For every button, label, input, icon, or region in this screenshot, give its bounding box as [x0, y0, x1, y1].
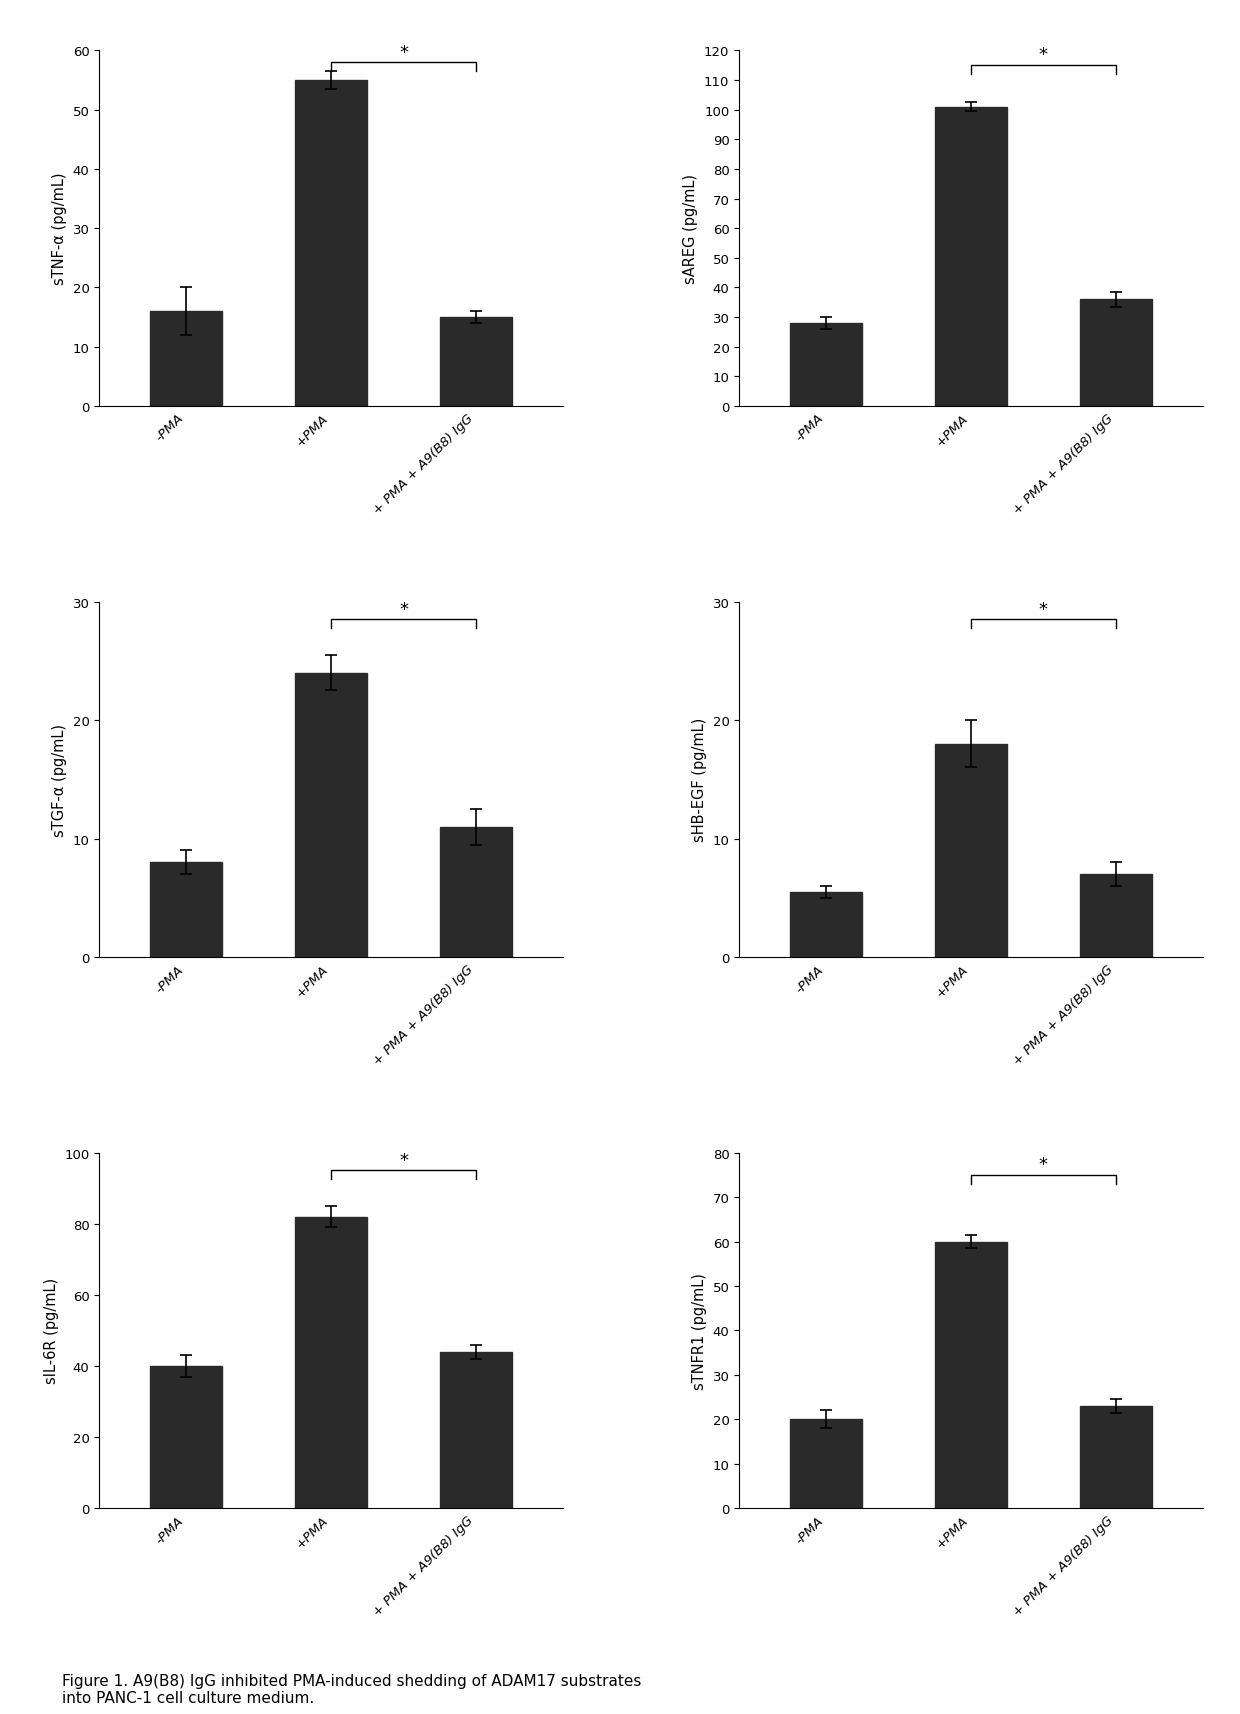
Text: Figure 1. A9(B8) IgG inhibited PMA-induced shedding of ADAM17 substrates
into PA: Figure 1. A9(B8) IgG inhibited PMA-induc… [62, 1673, 641, 1705]
Bar [1080, 1405, 1152, 1508]
Text: *: * [399, 600, 408, 619]
Bar [790, 1419, 862, 1508]
Bar [935, 1243, 1007, 1508]
Bar [150, 312, 222, 406]
Bar [790, 324, 862, 406]
Bar [440, 317, 512, 406]
Text: *: * [1039, 1155, 1048, 1174]
Y-axis label: sTGF-α (pg/mL): sTGF-α (pg/mL) [52, 723, 67, 836]
Text: *: * [399, 1152, 408, 1169]
Bar [1080, 874, 1152, 958]
Bar [935, 744, 1007, 958]
Bar [440, 828, 512, 958]
Y-axis label: sTNFR1 (pg/mL): sTNFR1 (pg/mL) [692, 1272, 707, 1388]
Bar [295, 674, 367, 958]
Bar [935, 108, 1007, 406]
Text: *: * [1039, 600, 1048, 619]
Bar [295, 81, 367, 406]
Y-axis label: sHB-EGF (pg/mL): sHB-EGF (pg/mL) [692, 718, 707, 842]
Bar [295, 1217, 367, 1508]
Y-axis label: sIL-6R (pg/mL): sIL-6R (pg/mL) [43, 1277, 58, 1383]
Text: *: * [1039, 46, 1048, 65]
Bar [790, 893, 862, 958]
Y-axis label: sTNF-α (pg/mL): sTNF-α (pg/mL) [52, 173, 67, 285]
Y-axis label: sAREG (pg/mL): sAREG (pg/mL) [683, 175, 698, 285]
Bar [1080, 300, 1152, 406]
Text: *: * [399, 43, 408, 62]
Bar [150, 1366, 222, 1508]
Bar [150, 862, 222, 958]
Bar [440, 1352, 512, 1508]
